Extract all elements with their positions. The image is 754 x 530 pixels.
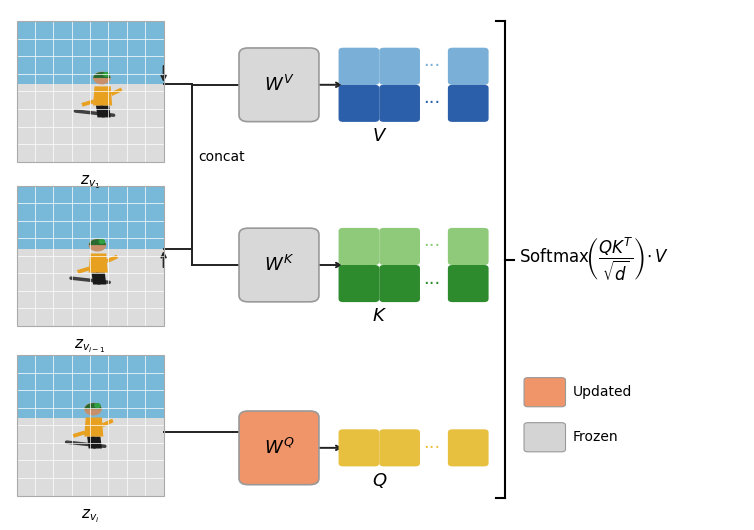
Polygon shape — [93, 86, 112, 105]
Text: Updated: Updated — [573, 385, 633, 399]
Text: $V$: $V$ — [372, 127, 387, 145]
FancyBboxPatch shape — [524, 423, 566, 452]
FancyBboxPatch shape — [379, 48, 420, 85]
FancyBboxPatch shape — [379, 265, 420, 302]
FancyBboxPatch shape — [339, 85, 379, 122]
Text: ···: ··· — [423, 439, 440, 457]
Text: $z_{v_i}$: $z_{v_i}$ — [81, 507, 100, 525]
FancyBboxPatch shape — [448, 429, 489, 466]
Wedge shape — [89, 239, 106, 245]
Text: $K$: $K$ — [372, 307, 387, 325]
FancyBboxPatch shape — [17, 418, 164, 496]
FancyBboxPatch shape — [379, 85, 420, 122]
FancyBboxPatch shape — [339, 265, 379, 302]
Text: $\mathrm{Softmax}\!\left(\dfrac{QK^T}{\sqrt{d}}\right)\!\cdot V$: $\mathrm{Softmax}\!\left(\dfrac{QK^T}{\s… — [519, 236, 669, 284]
FancyBboxPatch shape — [239, 48, 319, 122]
FancyBboxPatch shape — [17, 355, 164, 418]
Polygon shape — [84, 418, 103, 437]
Polygon shape — [72, 430, 86, 438]
Polygon shape — [89, 253, 108, 272]
Polygon shape — [96, 272, 106, 285]
Polygon shape — [77, 267, 90, 274]
Text: $W^Q$: $W^Q$ — [264, 438, 294, 458]
Polygon shape — [106, 255, 118, 263]
Text: concat: concat — [198, 150, 245, 164]
Text: ···: ··· — [423, 57, 440, 75]
Text: ···: ··· — [423, 94, 440, 112]
FancyBboxPatch shape — [17, 84, 164, 162]
FancyBboxPatch shape — [524, 377, 566, 407]
Text: $W^V$: $W^V$ — [264, 75, 294, 95]
Circle shape — [100, 240, 105, 243]
Wedge shape — [84, 403, 102, 409]
Text: $Q$: $Q$ — [372, 471, 387, 490]
FancyBboxPatch shape — [448, 265, 489, 302]
Text: $z_{v_1}$: $z_{v_1}$ — [80, 173, 100, 191]
Text: Frozen: Frozen — [573, 430, 619, 444]
Wedge shape — [93, 72, 110, 78]
FancyBboxPatch shape — [339, 48, 379, 85]
Polygon shape — [91, 437, 102, 448]
Circle shape — [90, 240, 106, 251]
Polygon shape — [87, 437, 96, 448]
FancyBboxPatch shape — [448, 48, 489, 85]
FancyBboxPatch shape — [17, 186, 164, 249]
Text: ···: ··· — [423, 275, 440, 293]
FancyBboxPatch shape — [239, 411, 319, 484]
Circle shape — [85, 403, 101, 415]
Circle shape — [95, 404, 100, 408]
Polygon shape — [96, 105, 105, 118]
FancyBboxPatch shape — [379, 228, 420, 265]
Polygon shape — [100, 105, 111, 118]
Polygon shape — [91, 272, 100, 285]
FancyBboxPatch shape — [17, 249, 164, 326]
FancyBboxPatch shape — [448, 85, 489, 122]
Circle shape — [103, 73, 109, 76]
Text: $W^K$: $W^K$ — [264, 255, 294, 275]
Polygon shape — [102, 419, 114, 427]
Text: $z_{v_{i-1}}$: $z_{v_{i-1}}$ — [75, 338, 106, 355]
Polygon shape — [111, 87, 122, 96]
FancyBboxPatch shape — [339, 429, 379, 466]
FancyBboxPatch shape — [339, 228, 379, 265]
Circle shape — [93, 72, 110, 84]
Text: ···: ··· — [423, 237, 440, 255]
FancyBboxPatch shape — [239, 228, 319, 302]
FancyBboxPatch shape — [448, 228, 489, 265]
FancyBboxPatch shape — [379, 429, 420, 466]
FancyBboxPatch shape — [17, 21, 164, 84]
Polygon shape — [81, 100, 94, 107]
